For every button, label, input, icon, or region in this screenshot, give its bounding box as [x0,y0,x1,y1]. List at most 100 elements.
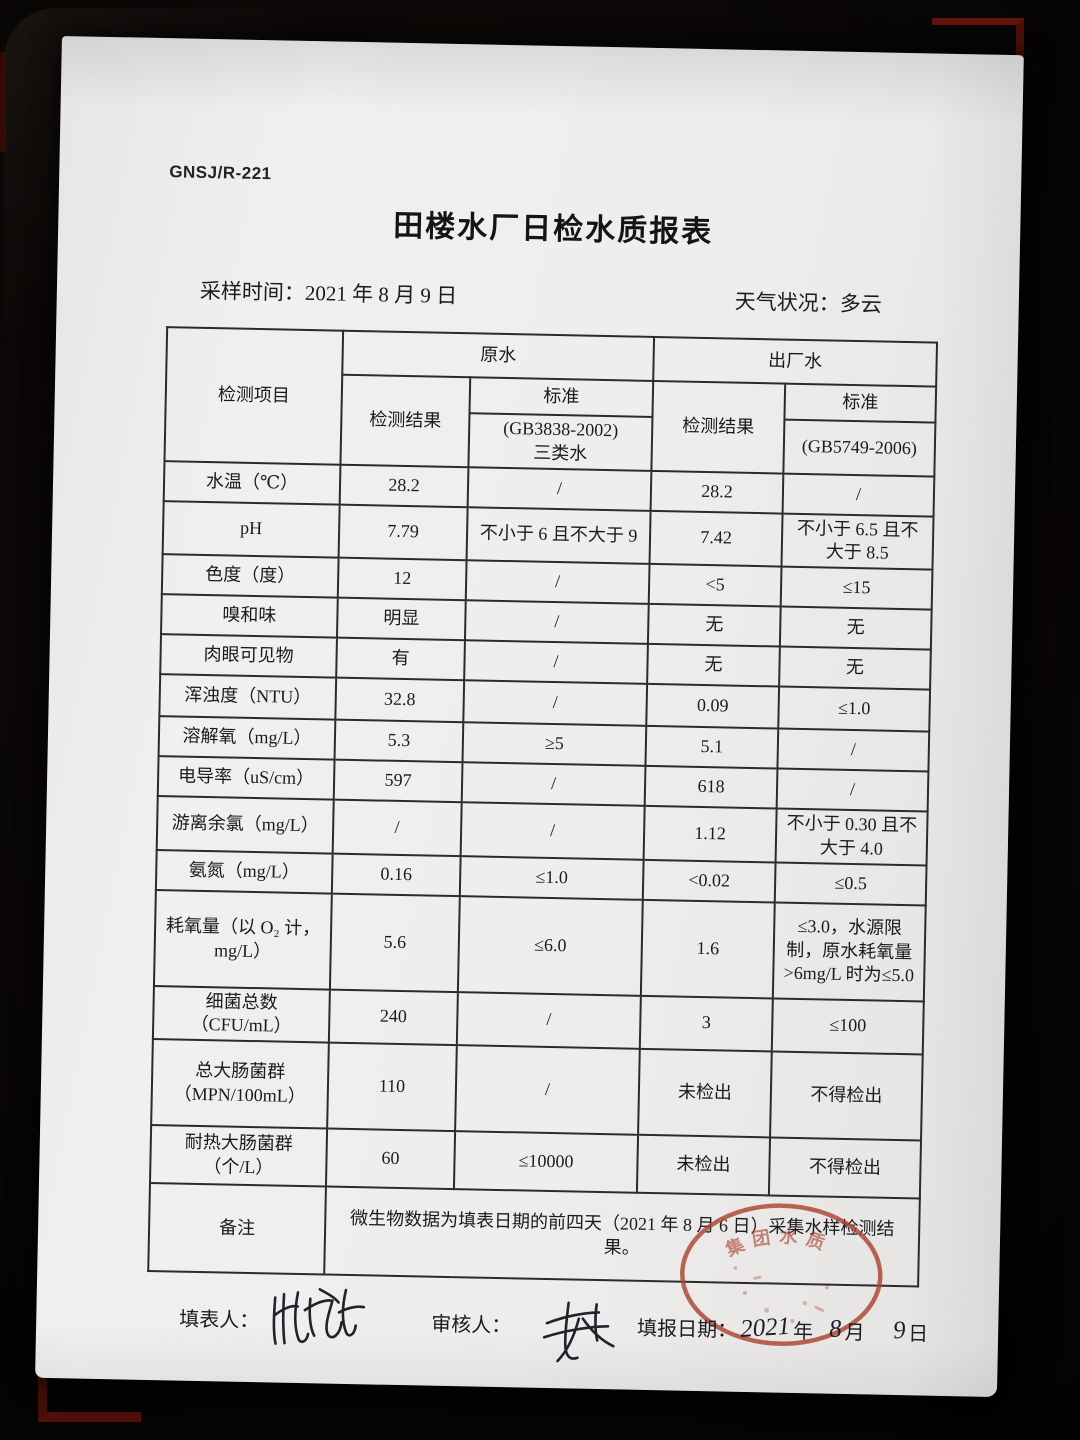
corner-mark-top-right [932,18,1024,65]
out-result-cell: 618 [644,765,778,809]
out-result-cell: 1.6 [640,899,775,998]
preparer-label: 填表人： [179,1308,260,1333]
row-label: 色度（度） [161,554,339,598]
raw-standard-cell: / [463,680,648,726]
out-result-cell: 3 [639,995,773,1052]
out-standard-cell: 无 [779,646,931,690]
out-standard-cell: 不小于 0.30 且不大于 4.0 [775,808,928,866]
out-standard-cell: 不得检出 [770,1051,923,1141]
out-standard-cell: ≤0.5 [774,861,927,906]
weather-label: 天气状况： [734,289,841,316]
month-char: 月 [844,1321,865,1345]
row-label: 电导率（uS/cm） [157,756,335,800]
raw-standard-cell: ≤1.0 [459,855,644,900]
header-finished-water: 出厂水 [653,336,938,387]
sampling-time-value: 2021 年 8 月 9 日 [304,280,458,308]
stamp-arc-text: 集团水质 [721,1224,835,1263]
out-standard-cell: 无 [779,606,932,650]
preparer-signature [266,1281,373,1356]
raw-standard-cell: / [456,991,641,1049]
out-standard-cell: / [777,728,930,772]
row-label: 肉眼可见物 [160,634,337,678]
raw-result-cell: 有 [336,637,465,681]
out-standard-cell: ≤1.0 [778,686,931,732]
row-label: 浑浊度（NTU） [159,674,337,720]
raw-result-cell: 110 [327,1042,457,1132]
raw-result-cell: 7.79 [338,504,468,561]
row-label: 耐热大肠菌群（个/L） [149,1125,328,1187]
raw-result-cell: 60 [325,1128,456,1190]
raw-standard-ref-line1: (GB3838-2002) [503,417,619,441]
raw-standard-cell: ≥5 [462,722,647,766]
weather-value: 多云 [839,291,883,317]
raw-result-cell: 5.6 [329,893,460,992]
out-standard-cell: ≤15 [780,566,933,610]
page-title: 田楼水厂日检水质报表 [392,209,714,250]
raw-standard-cell: / [465,560,650,604]
svg-text:集团水质: 集团水质 [721,1224,835,1263]
signature-row: 填表人： 审核人： 填报日期： 2021 年 8 月 9 日 [145,1288,928,1375]
out-standard-cell: / [776,768,929,812]
form-code: GNSJ/R-221 [169,162,272,184]
remark-label: 备注 [148,1182,326,1275]
row-label: 总大肠菌群（MPN/100mL） [151,1039,329,1129]
row-label: 氨氮（mg/L） [155,849,333,894]
raw-standard-cell: / [460,802,645,860]
out-result-cell: <0.02 [642,859,776,902]
raw-result-cell: 28.2 [339,464,469,507]
out-result-cell: 未检出 [638,1048,772,1138]
raw-standard-ref-line2: 三类水 [533,442,588,464]
row-label: 溶解氧（mg/L） [158,716,336,760]
out-result-cell: 0.09 [646,683,780,729]
year-char: 年 [792,1320,814,1344]
raw-standard-cell: / [461,762,646,806]
out-result-cell: 28.2 [650,470,784,514]
out-result-cell: 未检出 [636,1134,771,1196]
raw-standard-cell: / [455,1045,640,1135]
raw-result-cell: / [332,799,462,856]
out-result-cell: 1.12 [643,805,777,862]
row-label: pH [162,500,340,558]
weather-status: 天气状况：多云 [735,286,883,319]
report-date-label: 填报日期： [636,1317,738,1342]
report-date-day: 9 [891,1316,907,1345]
header-raw-water: 原水 [342,330,655,381]
red-seal-stamp: 集团水质 [674,1197,889,1353]
row-label: 嗅和味 [161,594,338,638]
corner-mark-top-left [0,52,6,152]
raw-result-cell: 0.16 [331,853,461,896]
out-result-cell: <5 [648,563,782,607]
row-label: 耗氧量（以 O₂ 计，mg/L） [153,889,332,990]
row-label: 细菌总数（CFU/mL） [152,985,330,1043]
raw-standard-cell: / [464,640,648,684]
raw-result-cell: 明显 [336,597,466,641]
raw-result-cell: 597 [333,759,463,803]
water-quality-table: 检测项目 原水 出厂水 检测结果 标准 检测结果 标准 (GB3838-2002… [147,326,938,1287]
header-raw-result: 检测结果 [340,374,471,467]
table-row: 耗氧量（以 O₂ 计，mg/L） 5.6 ≤6.0 1.6 ≤3.0，水源限制，… [153,889,926,1001]
row-label: 游离余氯（mg/L） [156,796,334,854]
out-result-cell: 无 [647,603,781,647]
document-page: GNSJ/R-221 田楼水厂日检水质报表 采样时间：2021 年 8 月 9 … [35,36,1024,1398]
out-standard-cell: / [782,473,935,517]
sampling-time: 采样时间：2021 年 8 月 9 日 [200,275,458,310]
out-result-cell: 7.42 [649,510,783,567]
header-out-standard: 标准 [784,383,937,423]
header-out-standard-ref: (GB5749-2006) [783,419,936,477]
raw-result-cell: 12 [337,557,467,601]
raw-result-cell: 5.3 [334,719,464,763]
header-raw-standard-ref: (GB3838-2002) 三类水 [468,413,653,471]
out-standard-cell: ≤100 [771,997,924,1055]
raw-standard-cell: 不小于 6 且不大于 9 [466,506,651,564]
out-standard-cell: 不得检出 [768,1137,922,1199]
raw-standard-cell: ≤6.0 [457,895,643,996]
raw-standard-cell: / [464,600,649,644]
header-item-col: 检测项目 [164,327,344,465]
raw-result-cell: 32.8 [335,677,465,723]
table-row: 总大肠菌群（MPN/100mL） 110 / 未检出 不得检出 [151,1039,923,1141]
meta-row: 采样时间：2021 年 8 月 9 日 天气状况：多云 [167,274,937,319]
out-result-cell: 5.1 [645,725,779,769]
raw-standard-cell: / [467,466,652,511]
out-standard-cell: 不小于 6.5 且不大于 8.5 [781,513,934,570]
